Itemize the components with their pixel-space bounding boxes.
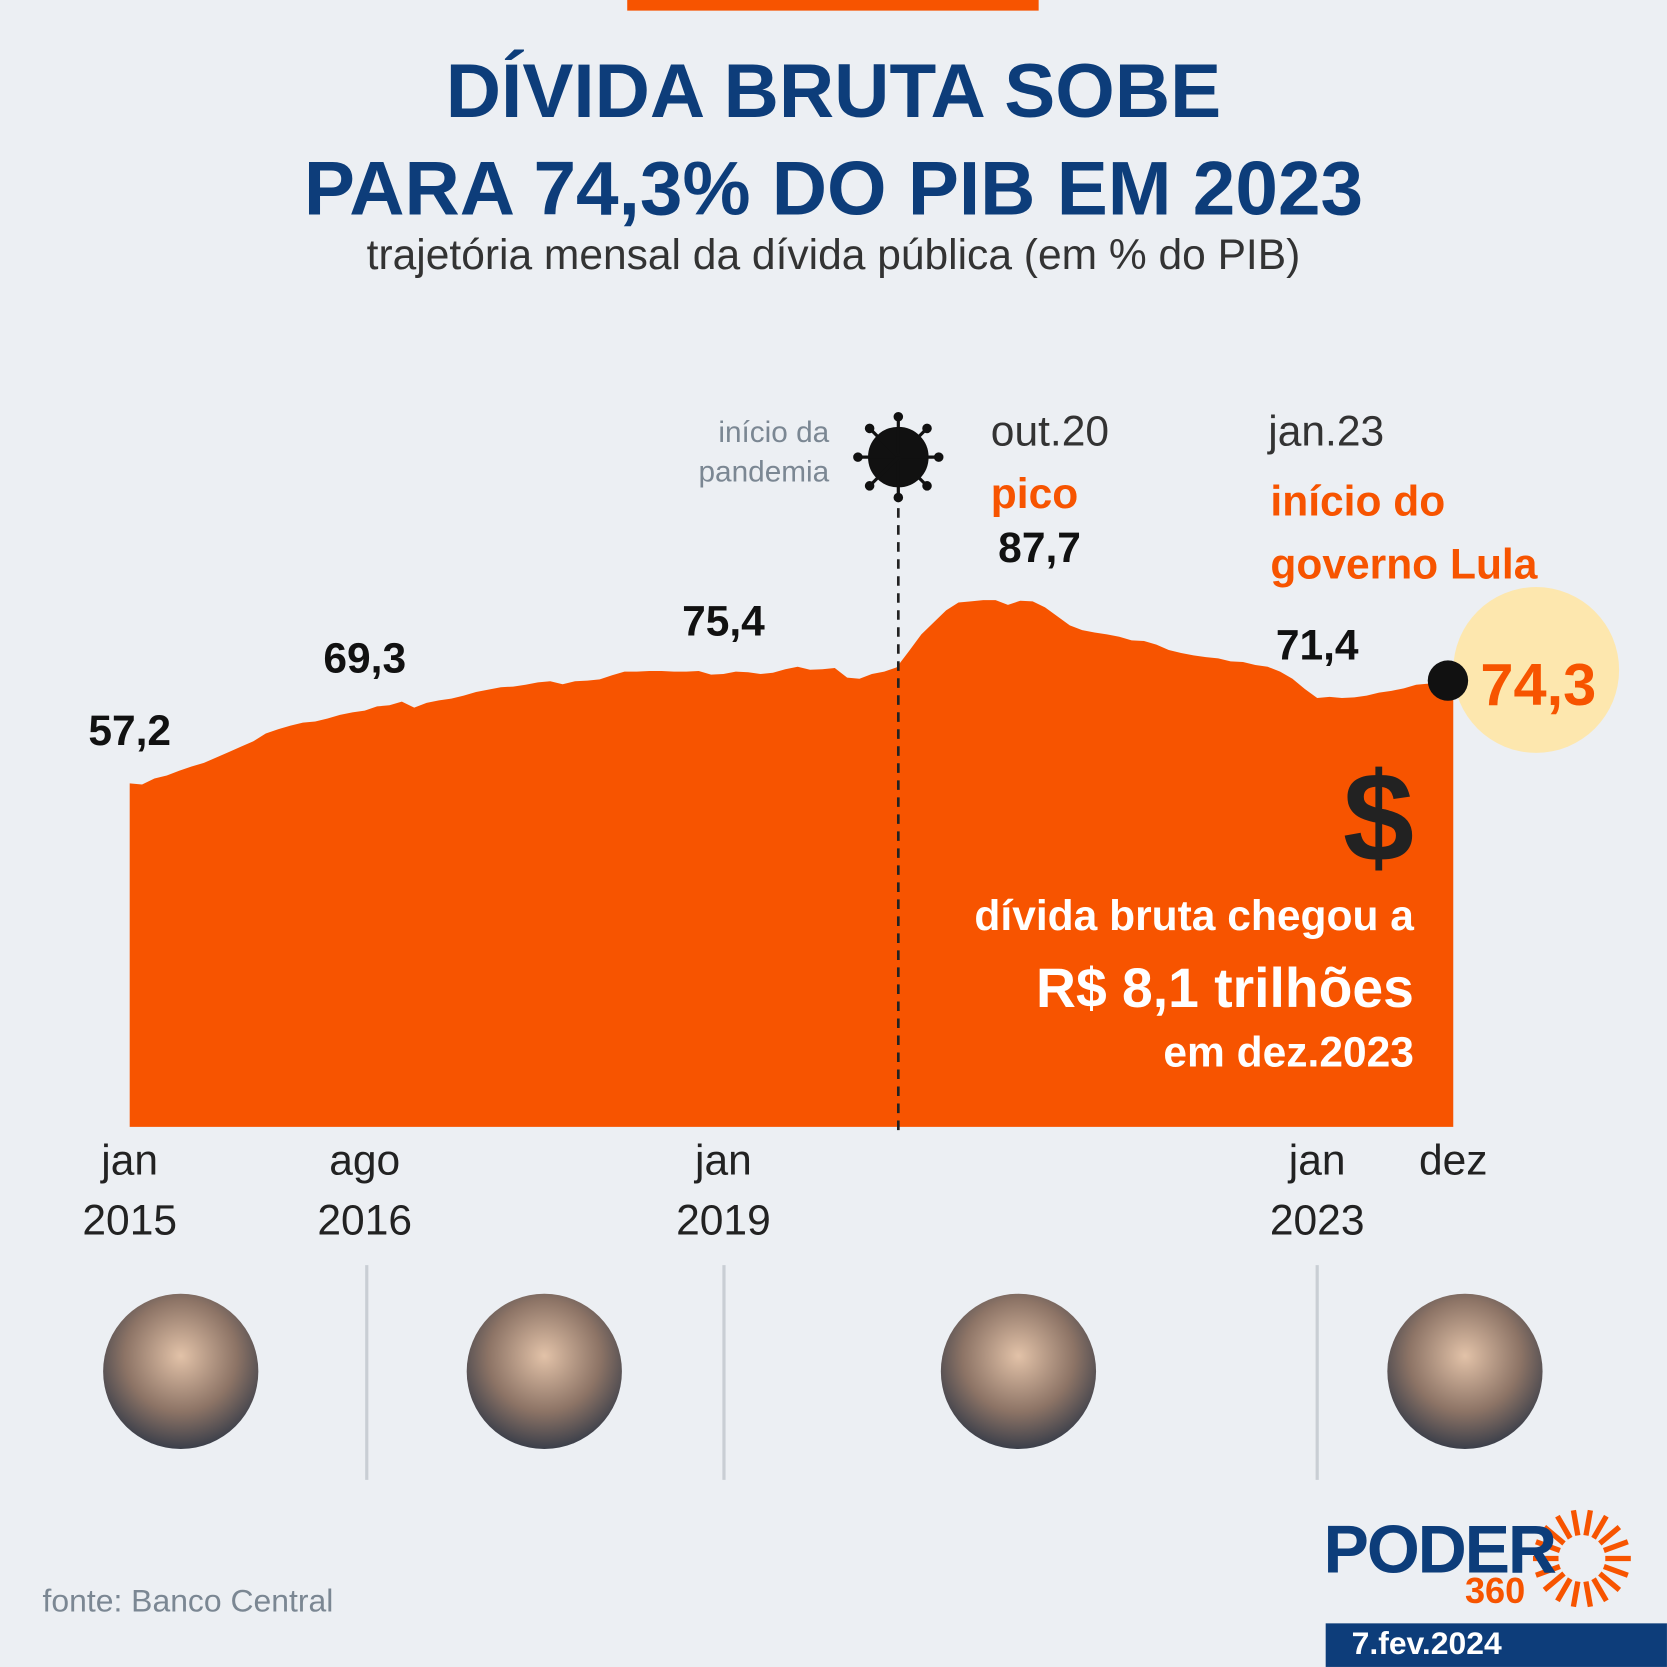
annotation: início do governo Lula [1270, 478, 1538, 588]
annotation: jan.23 [1268, 408, 1385, 456]
annotation: pico [990, 470, 1079, 518]
x-tick-label: ago 2016 [317, 1137, 413, 1244]
annotation: out.20 [990, 408, 1110, 456]
data-label: 71,4 [1276, 623, 1359, 670]
sun-ray [1542, 1571, 1566, 1592]
sun-ray [1591, 1514, 1609, 1540]
data-label: 74,3 [1480, 651, 1596, 718]
sun-ray [1555, 1577, 1573, 1603]
annotation: início da pandemia [698, 415, 830, 488]
sun-ray [1535, 1539, 1561, 1554]
sun-ray [1542, 1525, 1566, 1546]
x-tick-label: jan 2023 [1269, 1137, 1365, 1244]
annotation: dívida bruta chegou a [974, 893, 1414, 940]
sun-ray [1591, 1577, 1609, 1603]
logo-sun [1532, 1509, 1631, 1608]
sun-ray [1583, 1581, 1594, 1608]
sun-ray [1570, 1581, 1581, 1608]
sun-ray [1555, 1514, 1573, 1540]
president-photos [103, 1293, 1543, 1450]
annotation: em dez.2023 [1163, 1029, 1414, 1076]
title-line: PARA 74,3% DO PIB EM 2023 [303, 146, 1364, 232]
date: 7.fev.2024 [1351, 1626, 1502, 1662]
sun-ray [1598, 1571, 1622, 1592]
sun-ray [1602, 1539, 1629, 1554]
logo-number: 360 [1464, 1571, 1526, 1612]
data-label: 69,3 [323, 635, 406, 682]
area [129, 600, 1454, 1127]
x-tick-label: dez [1418, 1137, 1488, 1185]
sun-ray [1535, 1564, 1561, 1578]
logo: PODER [1323, 1510, 1557, 1588]
sun-ray [1583, 1509, 1594, 1536]
annotation: R$ 8,1 trilhões [1036, 957, 1414, 1020]
data-label: 75,4 [682, 599, 765, 646]
separators [365, 1265, 1319, 1480]
chart-title: DÍVIDA BRUTA SOBE PARA 74,3% DO PIB EM 2… [0, 43, 1667, 239]
virus-icon [853, 411, 944, 503]
data-label: 57,2 [88, 708, 171, 755]
annotation: $ [1342, 746, 1414, 889]
sun-ray [1570, 1509, 1581, 1536]
chart-subtitle: trajetória mensal da dívida pública (em … [366, 231, 1301, 279]
source: fonte: Banco Central [42, 1584, 334, 1620]
title-line: DÍVIDA BRUTA SOBE [445, 48, 1222, 134]
top-bar [627, 0, 1039, 11]
x-tick-label: jan 2015 [82, 1137, 177, 1244]
sun-ray [1602, 1564, 1629, 1578]
highlight-circle [1453, 587, 1620, 753]
end-dot [1427, 660, 1469, 701]
x-tick-label: jan 2019 [676, 1137, 771, 1244]
sun-ray [1598, 1525, 1622, 1546]
data-label: 87,7 [998, 525, 1081, 572]
date-bar [1325, 1623, 1667, 1667]
